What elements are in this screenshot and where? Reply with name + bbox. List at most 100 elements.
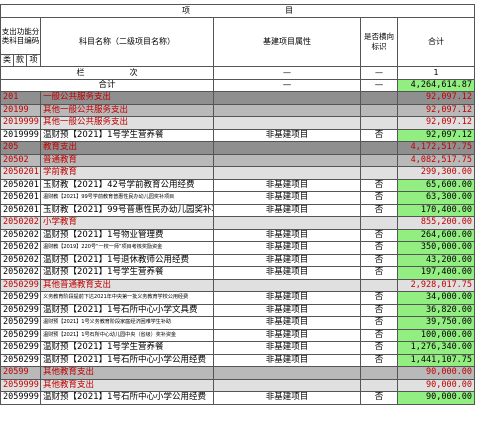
row-code: 2059999 <box>0 378 41 392</box>
row-attr <box>213 91 361 105</box>
row-name: 合计 <box>0 78 214 92</box>
row-name: 温财预【2021】1号学生营养餐 <box>40 266 214 280</box>
row-code: 2050202 <box>0 216 41 230</box>
lanci-word: 栏 <box>76 67 85 77</box>
header-row-main: 支出功能分类科目编码 科目名称（二级项目名称） 基建项目属性 是否横向标识 合计 <box>0 16 476 67</box>
table-row: 2050201 学前教育 299,300.00 <box>0 166 476 180</box>
table-row: 201 一般公共服务支出 92,097.12 <box>0 91 476 105</box>
row-name: 一般公共服务支出 <box>40 91 214 105</box>
row-attr: 非基建项目 <box>213 341 361 355</box>
row-name: 温财预【2021】1号石所中心小学文具费 <box>40 303 214 317</box>
table-row: 20502 普通教育 4,082,517.75 <box>0 153 476 167</box>
row-name: 温财教【2019】220号“一校一师”项目考核奖励资金 <box>40 241 214 255</box>
row-attr: 非基建项目 <box>213 241 361 255</box>
row-amount: 4,082,517.75 <box>396 153 476 167</box>
row-flag <box>360 141 398 155</box>
table-row: 合计 — —4,264,614.87 <box>0 78 476 92</box>
table-row: 2019999 其他一般公共服务支出 92,097.12 <box>0 116 476 130</box>
row-amount: 1,441,107.75 <box>396 353 476 367</box>
row-attr: — <box>213 78 361 92</box>
row-amount: 43,200.00 <box>396 253 476 267</box>
table-row: 2050299 温财预【2021】1号学生营养餐 非基建项目否 1,276,340.0… <box>0 341 476 355</box>
row-name: 其他普通教育支出 <box>40 278 214 292</box>
row-code: 20502 <box>0 153 41 167</box>
table-row: 2059999 其他教育支出 90,000.00 <box>0 378 476 392</box>
row-attr <box>213 378 361 392</box>
row-code: 2050202 <box>0 253 41 267</box>
row-flag: 否 <box>360 391 398 405</box>
row-flag <box>360 103 398 117</box>
row-attr <box>213 216 361 230</box>
row-attr: 非基建项目 <box>213 316 361 330</box>
table-row: 2050299 温财预【2021】1号义务教育阶段家庭经济困难学生补助 非基建项目否… <box>0 316 476 330</box>
row-attr <box>213 366 361 380</box>
table-row: 2050201 温财教【2021】99号学前教育普惠性民办幼儿园奖补项目 非基建项目… <box>0 191 476 205</box>
row-name: 温财预【2021】1号石所中心幼儿园中央（省级）奖补资金 <box>40 328 214 342</box>
total-header: 合计 <box>396 16 476 67</box>
row-flag: 否 <box>360 316 398 330</box>
row-code: 2050201 <box>0 203 41 217</box>
row-flag <box>360 116 398 130</box>
table-row: 20199 其他一般公共服务支出 92,097.12 <box>0 103 476 117</box>
row-amount: 92,097.12 <box>396 128 476 142</box>
row-amount: 855,200.00 <box>396 216 476 230</box>
row-flag: 否 <box>360 341 398 355</box>
row-name: 其他一般公共服务支出 <box>40 103 214 117</box>
row-attr <box>213 141 361 155</box>
table-row: 2050201 玉财教【2021】42号学前教育公用经费 非基建项目否 65,600.… <box>0 178 476 192</box>
row-name: 温财预【2021】1号学生营养餐 <box>40 341 214 355</box>
row-attr: 非基建项目 <box>213 291 361 305</box>
row-code: 2050299 <box>0 278 41 292</box>
row-flag <box>360 91 398 105</box>
table-row: 2050202 温财教【2019】220号“一校一师”项目考核奖励资金 非基建项目否… <box>0 241 476 255</box>
row-flag: 否 <box>360 303 398 317</box>
row-flag: — <box>360 78 398 92</box>
row-amount: 90,000.00 <box>396 391 476 405</box>
row-flag <box>360 166 398 180</box>
row-attr: 非基建项目 <box>213 266 361 280</box>
budget-table: 项 目 支出功能分类科目编码 科目名称（二级项目名称） 基建项目属性 是否横向标… <box>0 4 476 405</box>
row-code: 2050202 <box>0 266 41 280</box>
table-row: 2050299 温财预【2021】1号石所中心幼儿园中央（省级）奖补资金 非基建项目… <box>0 328 476 342</box>
row-flag: 否 <box>360 291 398 305</box>
lanci-dash-flag: — <box>360 66 398 80</box>
row-code: 2050201 <box>0 191 41 205</box>
row-code: 2019999 <box>0 116 41 130</box>
row-amount: 92,097.12 <box>396 103 476 117</box>
row-name: 温财预【2021】1号学生营养餐 <box>40 128 214 142</box>
row-code: 20599 <box>0 366 41 380</box>
row-code: 20199 <box>0 103 41 117</box>
table-row: 2050201 玉财教【2021】99号普惠性民办幼儿园奖补项目 非基建项目否 170… <box>0 203 476 217</box>
table-row: 20599 其他教育支出 90,000.00 <box>0 366 476 380</box>
row-flag <box>360 378 398 392</box>
row-flag <box>360 153 398 167</box>
row-amount: 197,400.00 <box>396 266 476 280</box>
row-name: 温财教【2021】99号学前教育普惠性民办幼儿园奖补项目 <box>40 191 214 205</box>
row-amount: 170,400.00 <box>396 203 476 217</box>
table-row: 2019999 温财预【2021】1号学生营养餐 非基建项目否 92,097.12 <box>0 128 476 142</box>
row-name: 温财预【2021】1号物业管理费 <box>40 228 214 242</box>
row-amount: 4,172,517.75 <box>396 141 476 155</box>
sub-header-kuan: 款 <box>13 53 27 67</box>
row-name: 教育支出 <box>40 141 214 155</box>
row-flag: 否 <box>360 178 398 192</box>
row-amount: 90,000.00 <box>396 366 476 380</box>
row-name: 小学教育 <box>40 216 214 230</box>
row-attr <box>213 103 361 117</box>
row-amount: 92,097.12 <box>396 116 476 130</box>
table-row: 2050299 温财预【2021】1号石所中心小学文具费 非基建项目否 36,820.… <box>0 303 476 317</box>
row-amount: 100,000.00 <box>396 328 476 342</box>
lanci-dash-attr: — <box>213 66 361 80</box>
row-attr: 非基建项目 <box>213 328 361 342</box>
row-flag: 否 <box>360 328 398 342</box>
row-name: 其他教育支出 <box>40 366 214 380</box>
project-word-2: 目 <box>285 5 294 15</box>
row-flag <box>360 366 398 380</box>
row-attr: 非基建项目 <box>213 178 361 192</box>
row-flag: 否 <box>360 128 398 142</box>
lanci-number: 1 <box>396 66 476 80</box>
row-code: 2050299 <box>0 303 41 317</box>
row-amount: 264,600.00 <box>396 228 476 242</box>
row-attr: 非基建项目 <box>213 128 361 142</box>
table-row: 2050299 其他普通教育支出 2,928,017.75 <box>0 278 476 292</box>
